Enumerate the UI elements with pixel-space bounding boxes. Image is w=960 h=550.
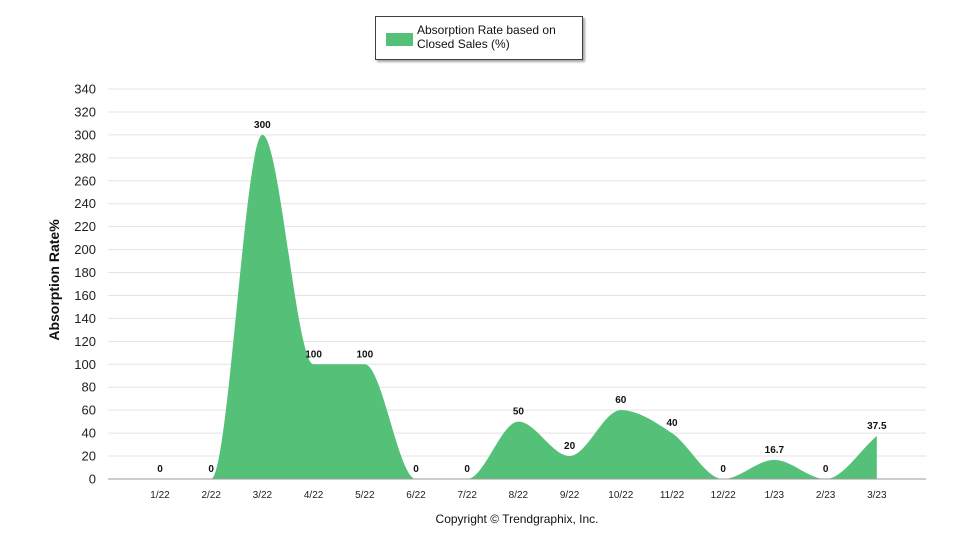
y-tick-label: 120 <box>74 334 96 349</box>
data-label: 100 <box>305 349 322 360</box>
x-tick-label: 9/22 <box>560 490 580 501</box>
x-tick-label: 7/22 <box>457 490 477 501</box>
y-tick-label: 0 <box>89 472 96 487</box>
data-labels: 0 0 300 100 100 0 0 50 20 60 40 0 16.7 0 37.5 <box>157 120 887 475</box>
x-tick-label: 1/23 <box>765 490 785 501</box>
y-tick-label: 40 <box>82 426 96 441</box>
x-tick-label: 3/22 <box>253 490 273 501</box>
x-tick-label: 12/22 <box>711 490 736 501</box>
legend-swatch <box>386 33 413 46</box>
data-label: 0 <box>157 464 163 475</box>
data-label: 40 <box>666 418 678 429</box>
x-tick-label: 2/22 <box>201 490 221 501</box>
x-tick-label: 6/22 <box>406 490 426 501</box>
y-tick-label: 320 <box>74 104 96 119</box>
x-tick-label: 2/23 <box>816 490 836 501</box>
x-tick-labels: 1/22 2/22 3/22 4/22 5/22 6/22 7/22 8/22 9/22 10/2… <box>150 490 887 501</box>
y-tick-label: 60 <box>82 403 96 418</box>
y-tick-label: 220 <box>74 219 96 234</box>
data-label: 60 <box>615 395 627 406</box>
y-tick-label: 200 <box>74 242 96 257</box>
x-tick-label: 1/22 <box>150 490 170 501</box>
x-tick-label: 8/22 <box>509 490 529 501</box>
data-label: 0 <box>823 464 829 475</box>
x-tick-label: 3/23 <box>867 490 887 501</box>
data-label: 0 <box>208 464 214 475</box>
legend: Absorption Rate based on Closed Sales (%… <box>375 16 583 60</box>
y-tick-labels: 0 20 40 60 80 100 120 140 160 180 200 220 240 260 280 3… <box>74 82 96 487</box>
y-tick-label: 140 <box>74 311 96 326</box>
data-label: 37.5 <box>867 421 887 432</box>
y-tick-label: 340 <box>74 82 96 97</box>
series-area <box>160 134 877 479</box>
data-label: 50 <box>513 407 525 418</box>
y-tick-label: 180 <box>74 265 96 280</box>
data-label: 0 <box>413 464 419 475</box>
x-tick-label: 10/22 <box>608 490 633 501</box>
x-tick-label: 4/22 <box>304 490 324 501</box>
x-tick-label: 11/22 <box>660 490 685 501</box>
data-label: 300 <box>254 120 271 131</box>
y-tick-label: 100 <box>74 357 96 372</box>
y-tick-label: 20 <box>82 449 96 464</box>
y-axis-title: Absorption Rate% <box>46 219 62 341</box>
y-tick-label: 240 <box>74 196 96 211</box>
y-tick-label: 280 <box>74 150 96 165</box>
data-label: 20 <box>564 441 576 452</box>
y-tick-label: 80 <box>82 380 96 395</box>
data-label: 0 <box>720 464 726 475</box>
data-label: 0 <box>464 464 470 475</box>
series-area-fill <box>160 134 877 479</box>
y-tick-label: 160 <box>74 288 96 303</box>
x-tick-label: 5/22 <box>355 490 375 501</box>
legend-label: Absorption Rate based on Closed Sales (%… <box>417 23 556 51</box>
y-tick-label: 260 <box>74 173 96 188</box>
y-tick-label: 300 <box>74 127 96 142</box>
data-label: 100 <box>356 349 373 360</box>
copyright-text: Copyright © Trendgraphix, Inc. <box>435 512 599 526</box>
data-label: 16.7 <box>765 445 785 456</box>
